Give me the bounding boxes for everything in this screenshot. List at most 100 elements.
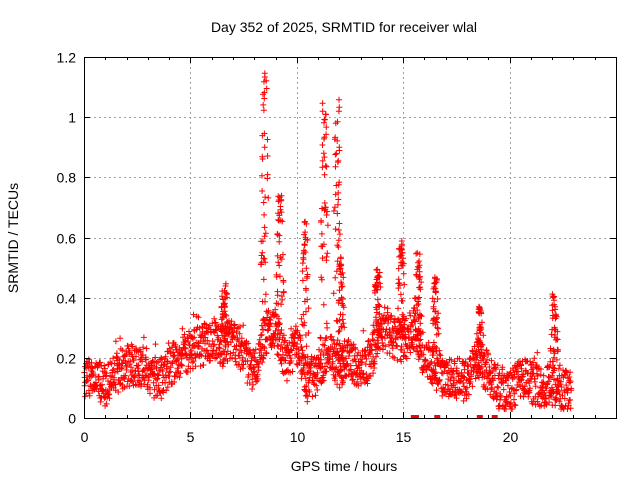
data-point	[321, 342, 328, 349]
data-point	[262, 230, 269, 237]
data-point	[374, 266, 381, 273]
data-point	[266, 321, 273, 328]
data-point	[537, 371, 544, 378]
data-point	[347, 366, 354, 373]
data-point	[336, 231, 343, 238]
data-point	[296, 350, 302, 357]
data-point	[338, 294, 345, 301]
data-point	[531, 375, 538, 382]
data-point	[335, 352, 342, 359]
data-point	[261, 74, 268, 80]
data-point	[444, 362, 451, 368]
data-point	[446, 369, 452, 376]
data-point	[416, 337, 422, 344]
data-point	[106, 395, 113, 402]
data-point	[549, 369, 556, 376]
data-point	[498, 379, 505, 385]
data-point	[259, 298, 266, 305]
data-point	[278, 196, 285, 203]
data-point	[407, 328, 414, 335]
data-point	[378, 333, 385, 340]
x-tick-label: 10	[290, 429, 306, 445]
data-point	[472, 351, 479, 358]
data-point	[275, 336, 281, 343]
data-point	[302, 332, 309, 338]
zero-marker	[412, 415, 419, 419]
data-point	[566, 379, 573, 386]
data-point	[400, 270, 407, 277]
x-tick-label: 15	[396, 429, 412, 445]
data-point	[460, 379, 467, 386]
data-point	[527, 385, 533, 392]
data-point	[275, 315, 282, 322]
data-point	[190, 358, 197, 365]
data-point	[86, 390, 93, 397]
data-point	[284, 377, 290, 384]
data-point	[332, 151, 339, 158]
data-point	[261, 89, 268, 96]
data-point	[105, 378, 111, 384]
data-point	[398, 321, 405, 328]
data-point	[384, 305, 391, 312]
data-point	[279, 218, 286, 225]
data-point	[531, 355, 538, 362]
data-point	[371, 360, 378, 367]
data-point	[469, 383, 476, 390]
data-point	[434, 357, 441, 363]
data-point	[554, 348, 561, 355]
data-point	[300, 256, 307, 263]
data-point	[320, 377, 327, 384]
data-point	[432, 369, 439, 376]
data-point	[517, 377, 524, 384]
data-point	[462, 359, 469, 365]
data-point	[564, 406, 571, 412]
data-point	[276, 194, 283, 201]
data-point	[188, 351, 195, 358]
data-point	[513, 386, 520, 393]
data-point	[184, 335, 191, 342]
data-point	[438, 369, 445, 376]
data-point	[181, 344, 188, 351]
data-point	[262, 291, 269, 298]
data-point	[407, 349, 414, 356]
data-point	[177, 370, 184, 377]
data-point	[337, 311, 344, 318]
data-point	[413, 250, 420, 257]
data-point	[135, 362, 142, 369]
data-point	[465, 391, 472, 398]
data-point	[249, 386, 256, 392]
data-point	[431, 298, 438, 305]
data-point	[419, 329, 426, 336]
data-point	[341, 324, 348, 331]
data-point	[336, 384, 343, 391]
data-point	[304, 359, 310, 366]
data-point	[476, 321, 483, 328]
data-point	[207, 357, 214, 364]
data-point	[447, 377, 454, 384]
data-point	[367, 350, 373, 357]
data-point	[371, 329, 378, 336]
data-point	[321, 134, 328, 141]
data-point	[374, 337, 381, 344]
data-point	[301, 241, 308, 248]
data-point	[503, 406, 509, 412]
data-point	[408, 337, 415, 344]
data-point	[489, 384, 495, 391]
data-point	[534, 372, 541, 379]
data-point	[379, 339, 386, 346]
data-point	[292, 323, 299, 330]
data-point	[483, 359, 489, 366]
data-point	[336, 287, 343, 294]
data-point	[164, 358, 171, 365]
data-point	[538, 402, 545, 409]
data-point	[389, 345, 396, 352]
data-point	[376, 330, 383, 336]
data-point	[324, 324, 331, 331]
data-point	[227, 339, 234, 346]
data-point	[293, 361, 300, 367]
data-point	[480, 353, 487, 360]
data-point	[486, 364, 493, 370]
data-point	[276, 262, 283, 269]
data-point	[500, 386, 507, 393]
data-point	[375, 326, 382, 333]
